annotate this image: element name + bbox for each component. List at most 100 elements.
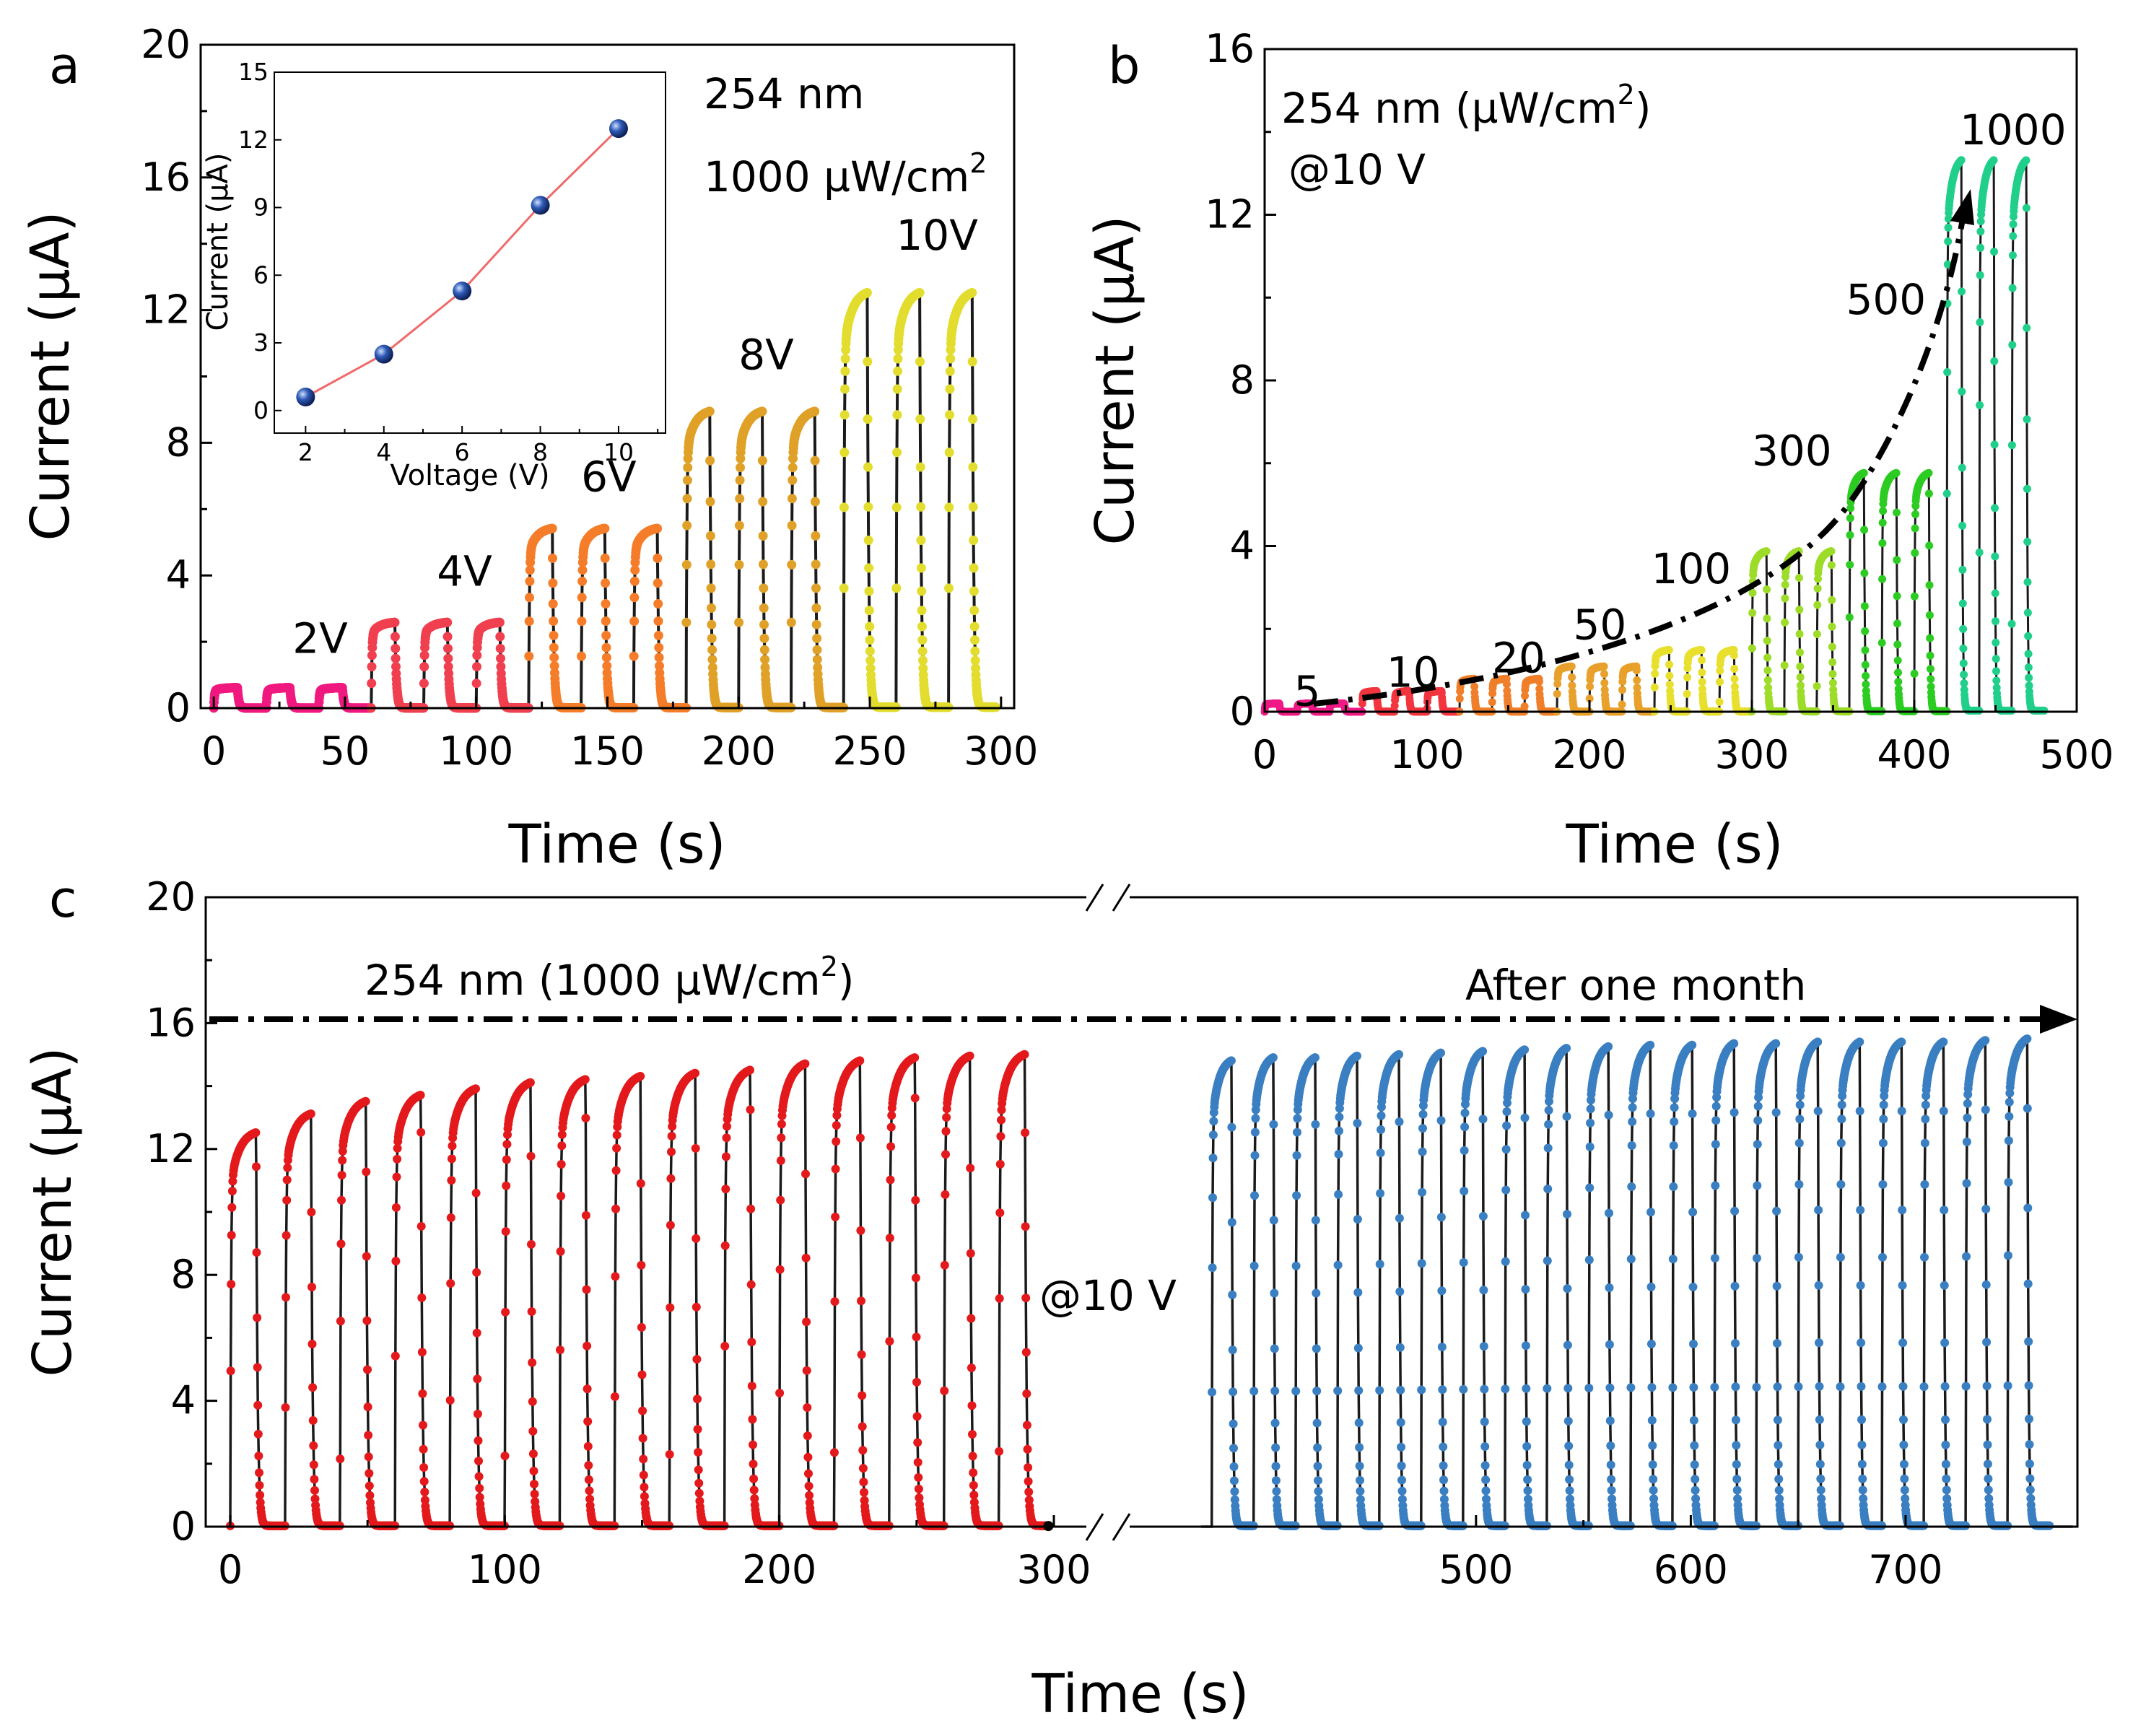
panel-a-data-point [864, 563, 874, 573]
panel-a-data-point [524, 616, 534, 627]
panel-a-data-point [367, 679, 377, 689]
panel-a-data-point [629, 576, 640, 586]
panel-a-data-point [548, 553, 557, 563]
panel-a-data-point [863, 536, 873, 545]
panel-a-wavelength: 254 nm [704, 69, 864, 118]
panel-a-data-point [839, 410, 850, 420]
panel-a-data-point [577, 593, 587, 603]
inset-x-tick-label: 4 [376, 438, 391, 466]
panel-a-data-point [969, 536, 979, 545]
panel-a-data-point [549, 653, 559, 663]
panel-b-data-point [1715, 697, 1724, 706]
panel-a-data-point [915, 462, 925, 472]
panel-a-data-point [524, 651, 534, 661]
panel-b-data-point [1567, 662, 1576, 671]
panel-a-data-point [863, 414, 873, 424]
inset-x-axis-title: Voltage (V) [390, 459, 549, 492]
panel-a-data-point [706, 559, 716, 570]
panel-a-data-point [812, 645, 822, 655]
panel-a-data-point [915, 357, 925, 367]
inset-y-tick-label: 9 [253, 193, 269, 222]
panel-a-data-point [443, 653, 453, 663]
panel-a-data-point [967, 288, 977, 297]
panel-a-y-axis-title: Current (µA) [19, 211, 82, 541]
panel-a-data-point [787, 494, 797, 504]
panel-a-data-point [788, 475, 798, 485]
panel-a-data-point [945, 410, 955, 420]
panel-a-data-point [865, 646, 875, 656]
panel-b-data-point [1568, 673, 1576, 681]
inset-y-tick-label: 3 [253, 328, 269, 357]
panel-a-x-tick-label: 100 [439, 728, 513, 774]
panel-a-data-point [547, 523, 557, 533]
panel-a-data-point [734, 617, 744, 627]
panel-a-data-point [629, 616, 640, 627]
inset-data-point [374, 344, 393, 364]
panel-b-data-point [1651, 669, 1659, 678]
panel-a-data-point [629, 593, 640, 603]
panel-b-data-point [1455, 694, 1464, 703]
panel-a-data-point [600, 523, 610, 533]
panel-a-data-point [705, 497, 715, 507]
panel-b-data-point [1650, 683, 1659, 692]
panel-a-data-point [496, 653, 505, 663]
panel-a-data-point [653, 553, 663, 563]
panel-a-data-point [495, 632, 505, 642]
panel-a-data-point [759, 633, 769, 643]
panel-b-data-point [1618, 700, 1626, 709]
panel-a-data-point [967, 357, 977, 367]
panel-a-data-point [549, 630, 559, 640]
panel-a-data-point [705, 455, 715, 466]
panel-a-data-point [759, 583, 769, 593]
panel-a-data-point [601, 599, 611, 609]
panel-a-data-point [969, 606, 980, 616]
panel-a-data-point [945, 384, 955, 394]
panel-a-y-tick-label: 16 [141, 154, 191, 200]
panel-a-data-point [707, 633, 717, 643]
panel-a-data-point [812, 655, 822, 665]
panel-a-data-point [917, 646, 928, 656]
panel-a-data-point [629, 651, 639, 661]
panel-b-data-point [1600, 679, 1609, 687]
panel-a-data-point [839, 583, 849, 593]
panel-a-data-point [811, 603, 821, 613]
panel-a-data-point [760, 655, 770, 665]
panel-a-data-point [915, 288, 925, 297]
panel-a-data-point [891, 583, 902, 593]
panel-a-data-point [601, 642, 611, 653]
panel-a-label-10V: 10V [896, 211, 978, 260]
panel-a-data-point [892, 448, 902, 458]
panel-a-data-point [810, 497, 820, 507]
panel-a-data-point [865, 635, 875, 645]
panel-a-data-point [863, 502, 873, 512]
panel-b-data-point [1683, 689, 1691, 698]
panel-a-y-tick-label: 8 [166, 419, 191, 465]
panel-a-data-point [525, 576, 535, 586]
panel-a-data-point [917, 635, 928, 645]
panel-a-data-point [969, 621, 980, 632]
panel-a-data-point [653, 523, 663, 533]
panel-b-data-point [1633, 676, 1641, 684]
panel-a-data-point [367, 662, 377, 672]
panel-a-data-point [390, 632, 400, 642]
panel-a-data-point [944, 583, 954, 593]
panel-a-data-point [549, 642, 559, 653]
panel-a-data-point [707, 645, 717, 655]
panel-a-y-tick-label: 4 [166, 552, 191, 598]
inset-y-tick-label: 12 [238, 126, 269, 154]
panel-a-data-point [681, 559, 692, 570]
panel-a-data-point [759, 645, 769, 655]
inset-y-axis-title: Current (µA) [201, 153, 235, 331]
panel-a-data-point [893, 366, 903, 376]
panel-a-intensity-sup: 2 [969, 147, 987, 179]
panel-b-data-point [1665, 646, 1673, 654]
panel-b-data-point [1683, 673, 1692, 681]
panel-a-data-point [811, 531, 821, 541]
panel-b-data-point [1632, 666, 1641, 675]
panel-a-data-point [705, 406, 715, 416]
inset-y-tick-label: 15 [238, 58, 269, 86]
panel-a-data-point [811, 559, 821, 570]
panel-a-data-point [707, 603, 716, 613]
panel-a-data-point [653, 578, 663, 588]
